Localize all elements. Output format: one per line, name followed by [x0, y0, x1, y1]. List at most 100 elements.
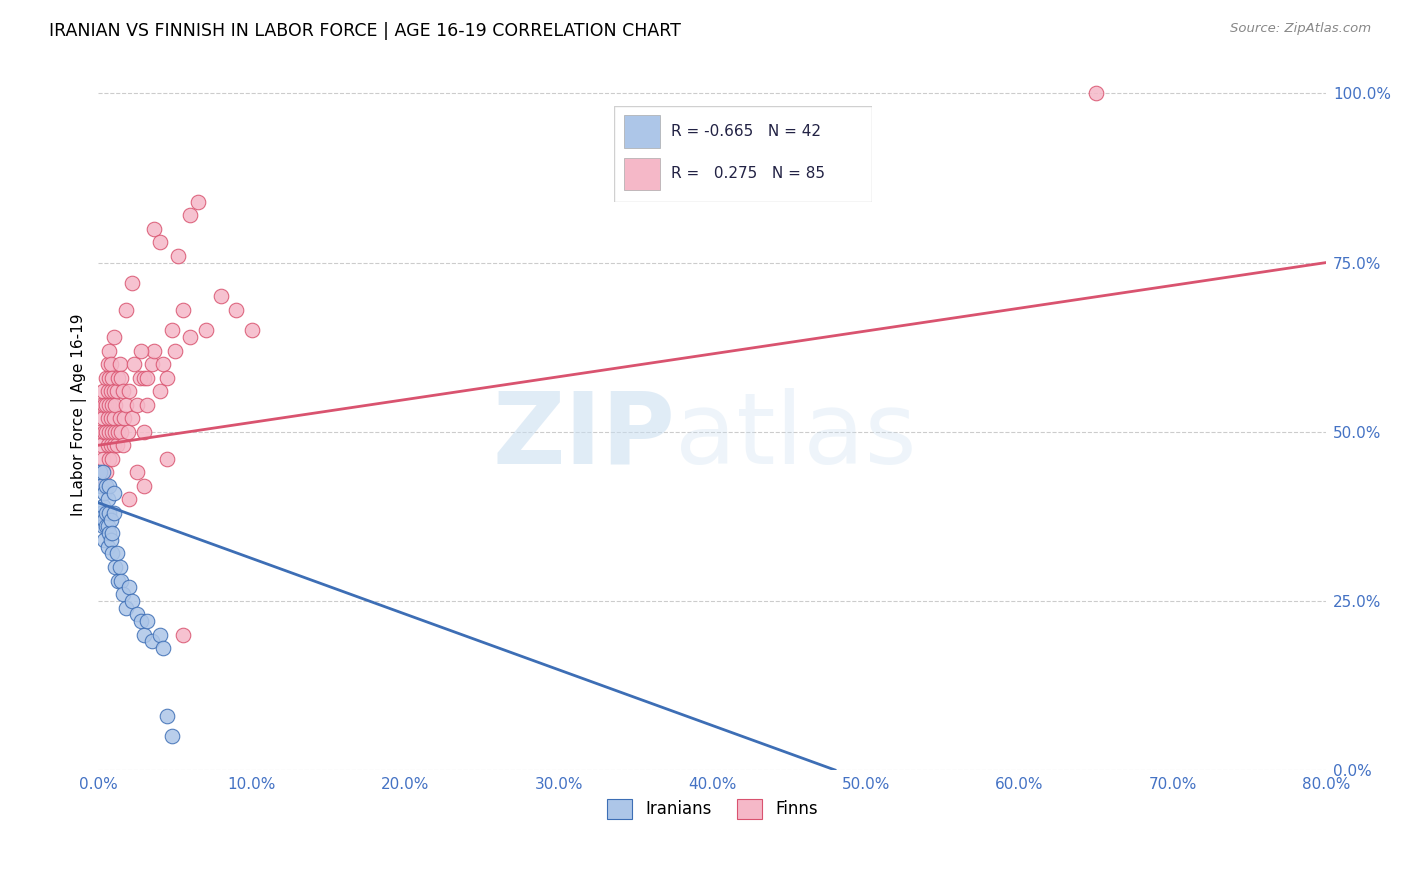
Point — [91, 465, 114, 479]
Point — [110, 425, 132, 439]
Point — [94, 506, 117, 520]
Point — [103, 506, 125, 520]
Point — [209, 289, 232, 303]
Point — [125, 398, 148, 412]
Point — [98, 479, 121, 493]
Point — [121, 411, 143, 425]
Point — [105, 547, 128, 561]
Point — [107, 574, 129, 588]
Point — [94, 370, 117, 384]
Point — [121, 594, 143, 608]
Point — [104, 398, 127, 412]
Point — [131, 343, 153, 358]
Point — [179, 330, 201, 344]
Point — [96, 438, 118, 452]
Point — [101, 370, 124, 384]
Point — [118, 492, 141, 507]
Point — [128, 370, 150, 384]
Point — [93, 513, 115, 527]
Point — [89, 465, 111, 479]
Point — [187, 194, 209, 209]
Point — [94, 479, 117, 493]
Point — [179, 208, 201, 222]
Point — [141, 634, 163, 648]
Point — [115, 302, 138, 317]
Point — [98, 370, 121, 384]
Point — [194, 323, 217, 337]
Point — [103, 438, 125, 452]
Point — [125, 465, 148, 479]
Point — [94, 425, 117, 439]
Point — [118, 384, 141, 398]
Point — [152, 641, 174, 656]
Point — [94, 465, 117, 479]
Point — [172, 628, 194, 642]
Point — [108, 560, 131, 574]
Point — [91, 384, 114, 398]
Point — [103, 384, 125, 398]
Point — [111, 438, 134, 452]
Point — [122, 357, 145, 371]
Point — [165, 343, 187, 358]
Point — [101, 398, 124, 412]
Point — [103, 485, 125, 500]
Point — [96, 357, 118, 371]
Point — [125, 607, 148, 622]
Point — [107, 425, 129, 439]
Point — [121, 276, 143, 290]
Legend: Iranians, Finns: Iranians, Finns — [600, 792, 824, 826]
Point — [104, 560, 127, 574]
Point — [98, 526, 121, 541]
Point — [142, 343, 165, 358]
Point — [96, 519, 118, 533]
Point — [110, 370, 132, 384]
Point — [91, 519, 114, 533]
Point — [100, 513, 122, 527]
Point — [136, 614, 159, 628]
Point — [100, 357, 122, 371]
Text: ZIP: ZIP — [492, 388, 675, 484]
Point — [105, 384, 128, 398]
Point — [111, 384, 134, 398]
Point — [131, 614, 153, 628]
Point — [225, 302, 247, 317]
Point — [98, 425, 121, 439]
Point — [100, 411, 122, 425]
Point — [149, 235, 172, 250]
Point — [1084, 87, 1107, 101]
Point — [90, 479, 112, 493]
Point — [115, 600, 138, 615]
Point — [96, 540, 118, 554]
Text: atlas: atlas — [675, 388, 917, 484]
Point — [134, 370, 156, 384]
Point — [101, 451, 124, 466]
Point — [142, 221, 165, 235]
Point — [100, 438, 122, 452]
Point — [98, 451, 121, 466]
Point — [152, 357, 174, 371]
Point — [167, 249, 190, 263]
Point — [118, 580, 141, 594]
Point — [149, 384, 172, 398]
Point — [98, 398, 121, 412]
Point — [156, 370, 179, 384]
Point — [96, 411, 118, 425]
Point — [156, 709, 179, 723]
Point — [105, 438, 128, 452]
Point — [94, 398, 117, 412]
Point — [90, 506, 112, 520]
Point — [91, 451, 114, 466]
Point — [101, 425, 124, 439]
Point — [141, 357, 163, 371]
Point — [93, 485, 115, 500]
Point — [94, 519, 117, 533]
Point — [172, 302, 194, 317]
Point — [108, 411, 131, 425]
Point — [156, 451, 179, 466]
Point — [103, 411, 125, 425]
Point — [160, 323, 183, 337]
Point — [96, 492, 118, 507]
Text: Source: ZipAtlas.com: Source: ZipAtlas.com — [1230, 22, 1371, 36]
Point — [89, 425, 111, 439]
Point — [136, 398, 159, 412]
